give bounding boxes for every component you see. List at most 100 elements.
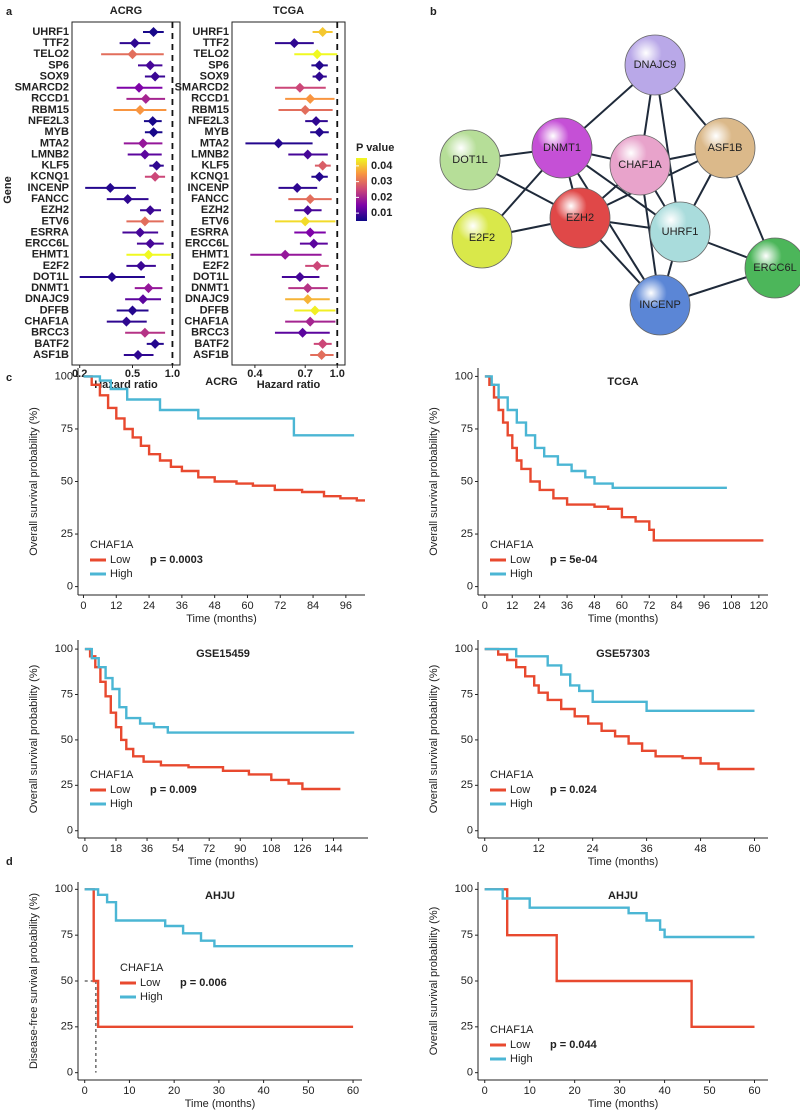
survival-curve [84, 888, 354, 1029]
x-tick-label: 12 [506, 600, 518, 612]
network-node [609, 134, 671, 196]
y-tick-label: EZH2 [201, 204, 229, 216]
y-tick-label: DOT1L [33, 271, 69, 283]
y-axis-label: Overall survival probability (%) [428, 407, 440, 556]
legend-title: CHAF1A [90, 769, 134, 781]
colorbar [356, 158, 367, 221]
hazard-point [294, 272, 305, 283]
y-tick-label: 75 [461, 929, 473, 941]
legend-label: High [510, 568, 533, 580]
legend-label: High [110, 798, 133, 810]
x-tick-label: 90 [234, 843, 246, 855]
x-tick-label: 60 [347, 1085, 359, 1097]
hazard-point [147, 116, 158, 127]
legend-label: Low [510, 1039, 530, 1051]
panel-label: c [6, 372, 12, 384]
network-node-label: CHAF1A [618, 159, 662, 171]
x-tick-label: 84 [307, 600, 319, 612]
y-tick-label: 75 [461, 423, 473, 435]
x-axis-label: Time (months) [186, 613, 257, 625]
hazard-point [127, 49, 138, 60]
p-value-annotation: p = 0.044 [550, 1039, 598, 1051]
survival-curve [484, 375, 764, 542]
y-tick-label: SMARCD2 [175, 82, 229, 94]
y-tick-label: KLF5 [202, 160, 230, 172]
hazard-point [105, 182, 116, 193]
y-tick-label: EHMT1 [32, 249, 69, 261]
y-tick-label: KCNQ1 [190, 171, 229, 183]
survival-curve [484, 888, 755, 1029]
y-tick-label: 100 [455, 883, 473, 895]
y-tick-label: KLF5 [42, 160, 70, 172]
hazard-point [150, 338, 161, 349]
legend-title: CHAF1A [490, 539, 534, 551]
hazard-point [134, 82, 145, 93]
network-node [531, 117, 593, 179]
y-tick-label: EHMT1 [192, 249, 229, 261]
legend-label: High [140, 991, 163, 1003]
chart-title: TCGA [273, 5, 304, 17]
y-axis-label: Gene [2, 176, 14, 204]
plot-frame [71, 21, 181, 366]
y-tick-label: 0 [67, 1067, 73, 1079]
hazard-point [314, 127, 325, 138]
x-tick-label: 50 [703, 1085, 715, 1097]
network-node [549, 187, 611, 249]
hazard-point [305, 194, 316, 205]
y-tick-label: TELO2 [34, 48, 69, 60]
hazard-point [145, 205, 156, 216]
hazard-point [145, 238, 156, 249]
y-tick-label: SMARCD2 [15, 82, 69, 94]
x-axis-label: Hazard ratio [257, 379, 321, 391]
survival-curve [83, 375, 355, 437]
legend-label: Low [110, 784, 130, 796]
y-tick-label: E2F2 [203, 260, 229, 272]
x-tick-label: 60 [748, 843, 760, 855]
network-node [451, 207, 513, 269]
y-tick-label: INCENP [187, 182, 229, 194]
y-tick-label: 50 [61, 975, 73, 987]
panel-label: a [6, 6, 13, 18]
survival-curve [84, 888, 354, 948]
chart-title: AHJU [608, 890, 638, 902]
survival-curve [83, 375, 365, 502]
y-tick-label: DNAJC9 [25, 293, 69, 305]
hazard-point [302, 149, 313, 160]
y-tick-label: DFFB [200, 304, 229, 316]
colorbar-title: P value [356, 142, 394, 154]
network-node-label: ERCC6L [753, 262, 796, 274]
y-tick-label: 25 [461, 779, 473, 791]
hazard-point [150, 171, 161, 182]
y-tick-label: TTF2 [203, 37, 229, 49]
network-node-label: DNMT1 [543, 142, 581, 154]
hazard-point [314, 171, 325, 182]
y-tick-label: 75 [61, 929, 73, 941]
x-tick-label: 108 [722, 600, 740, 612]
hazard-point [297, 327, 308, 338]
y-tick-label: 0 [467, 580, 473, 592]
y-tick-label: DNAJC9 [185, 293, 229, 305]
x-tick-label: 0.2 [72, 368, 87, 380]
y-tick-label: MTA2 [200, 137, 229, 149]
y-tick-label: E2F2 [43, 260, 69, 272]
p-value-annotation: p = 0.0003 [150, 554, 203, 566]
y-tick-label: MYB [205, 126, 230, 138]
chart-title: TCGA [607, 376, 638, 388]
hazard-point [312, 260, 323, 271]
hazard-point [314, 60, 325, 71]
x-tick-label: 48 [694, 843, 706, 855]
y-tick-label: 25 [461, 1021, 473, 1033]
x-tick-label: 20 [168, 1085, 180, 1097]
x-tick-label: 54 [172, 843, 184, 855]
hazard-point [305, 93, 316, 104]
network-node-label: ASF1B [708, 142, 743, 154]
network-node [649, 201, 711, 263]
y-tick-label: RCCD1 [31, 93, 69, 105]
legend-label: High [510, 1053, 533, 1065]
hazard-point [143, 283, 154, 294]
hazard-point [139, 149, 150, 160]
y-tick-label: 50 [461, 475, 473, 487]
x-tick-label: 0 [482, 600, 488, 612]
y-tick-label: SOX9 [200, 70, 229, 82]
x-tick-label: 48 [209, 600, 221, 612]
